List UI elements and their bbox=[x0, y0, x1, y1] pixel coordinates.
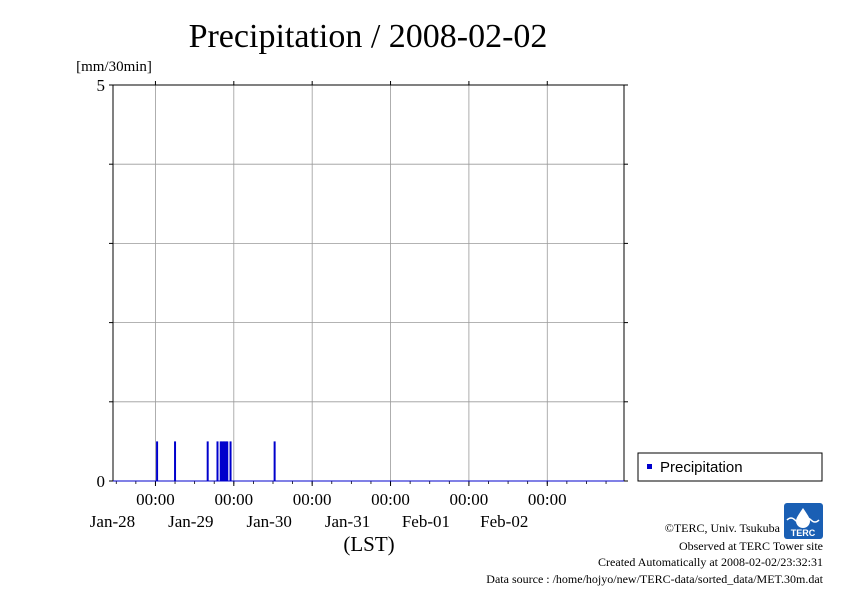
chart-title: Precipitation / 2008-02-02 bbox=[189, 18, 548, 55]
x-tick-time-label: 00:00 bbox=[293, 490, 332, 509]
observed-site-text: Observed at TERC Tower site bbox=[679, 539, 823, 553]
wave-icon bbox=[802, 517, 820, 523]
x-axis-label: (LST) bbox=[343, 532, 394, 556]
x-tick-time-label: 00:00 bbox=[528, 490, 567, 509]
y-axis-ticks: 05 bbox=[97, 76, 628, 491]
legend-label: Precipitation bbox=[660, 459, 743, 476]
data-source-text: Data source : /home/hojyo/new/TERC-data/… bbox=[486, 572, 823, 586]
x-tick-date-label: Jan-31 bbox=[325, 512, 370, 531]
logo-text: TERC bbox=[791, 528, 816, 538]
x-tick-date-label: Jan-30 bbox=[247, 512, 292, 531]
copyright-text: ©TERC, Univ. Tsukuba bbox=[665, 521, 781, 535]
x-tick-time-label: 00:00 bbox=[214, 490, 253, 509]
y-axis-unit-label: [mm/30min] bbox=[76, 59, 152, 75]
legend: Precipitation bbox=[637, 452, 823, 482]
x-tick-date-label: Jan-28 bbox=[90, 512, 135, 531]
x-tick-time-label: 00:00 bbox=[136, 490, 175, 509]
grid-lines bbox=[113, 85, 624, 481]
legend-swatch bbox=[647, 464, 652, 469]
precipitation-bars bbox=[156, 441, 276, 481]
legend-box bbox=[637, 452, 823, 482]
created-timestamp-text: Created Automatically at 2008-02-02/23:3… bbox=[598, 555, 823, 569]
x-tick-date-label: Jan-29 bbox=[168, 512, 213, 531]
x-tick-time-label: 00:00 bbox=[450, 490, 489, 509]
x-tick-date-label: Feb-02 bbox=[480, 512, 528, 531]
terc-logo: TERC bbox=[784, 503, 823, 539]
x-axis-ticks: 00:00Jan-2800:00Jan-2900:00Jan-3000:00Ja… bbox=[90, 81, 607, 531]
y-tick-label: 5 bbox=[97, 76, 106, 95]
x-tick-time-label: 00:00 bbox=[371, 490, 410, 509]
water-drop-icon bbox=[796, 508, 810, 528]
wave-icon bbox=[786, 517, 804, 523]
y-tick-label: 0 bbox=[97, 472, 106, 491]
x-tick-date-label: Feb-01 bbox=[402, 512, 450, 531]
